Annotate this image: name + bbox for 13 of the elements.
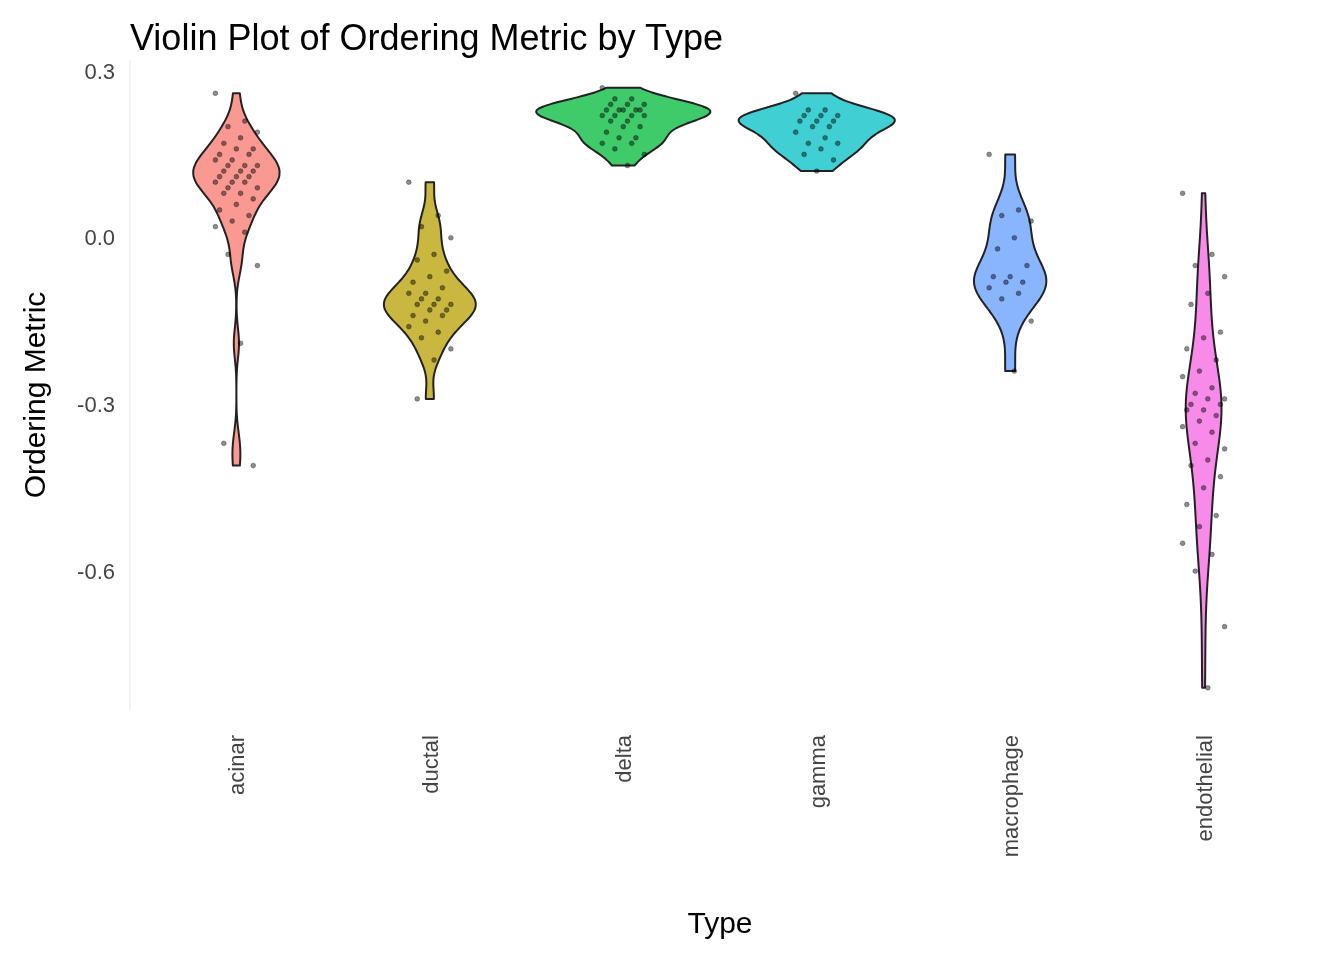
y-tick-label: 0.3 bbox=[84, 58, 115, 84]
x-axis-title: Type bbox=[687, 906, 753, 939]
x-tick-label: acinar bbox=[224, 735, 250, 795]
x-tick-label: gamma bbox=[804, 734, 830, 809]
x-tick-label: ductal bbox=[417, 735, 443, 794]
x-tick-label: delta bbox=[611, 734, 637, 783]
y-tick-label: -0.3 bbox=[77, 391, 115, 417]
y-tick-label: 0.0 bbox=[84, 225, 115, 251]
y-axis-title: Ordering Metric bbox=[18, 291, 51, 499]
x-tick-label: endothelial bbox=[1191, 735, 1217, 842]
y-tick-label: -0.6 bbox=[77, 558, 115, 584]
x-tick-label: macrophage bbox=[998, 735, 1024, 858]
chart-title: Violin Plot of Ordering Metric by Type bbox=[130, 17, 723, 58]
